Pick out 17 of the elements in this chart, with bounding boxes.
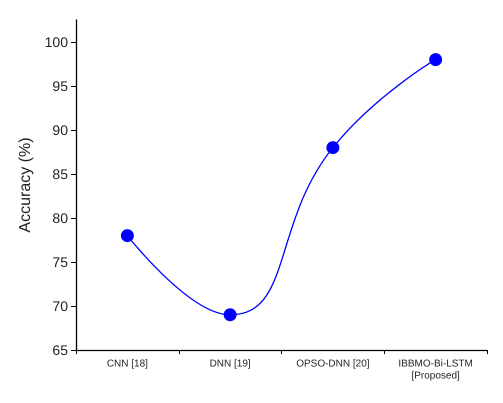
y-tick-label: 100: [44, 34, 68, 50]
y-axis-title: Accuracy (%): [17, 137, 34, 233]
y-tick-label: 75: [52, 254, 68, 270]
y-tick-label: 90: [52, 122, 68, 138]
y-tick-label: 95: [52, 78, 68, 94]
point: [120, 229, 134, 242]
y-tick-label: 65: [52, 342, 68, 358]
x-tick-label: CNN [18]: [106, 358, 148, 370]
y-tick-label: 80: [52, 210, 68, 226]
y-tick-label: 85: [52, 166, 68, 182]
y-tick-label: 70: [52, 298, 68, 314]
x-tick-label: DNN [19]: [210, 358, 251, 370]
point: [224, 308, 237, 322]
point: [429, 53, 442, 66]
point: [326, 141, 340, 154]
x-tick-label: OPSO-DNN [20]: [296, 358, 370, 370]
x-tick-label: IBBMO-Bi-LSTM [Proposed]: [398, 358, 473, 382]
